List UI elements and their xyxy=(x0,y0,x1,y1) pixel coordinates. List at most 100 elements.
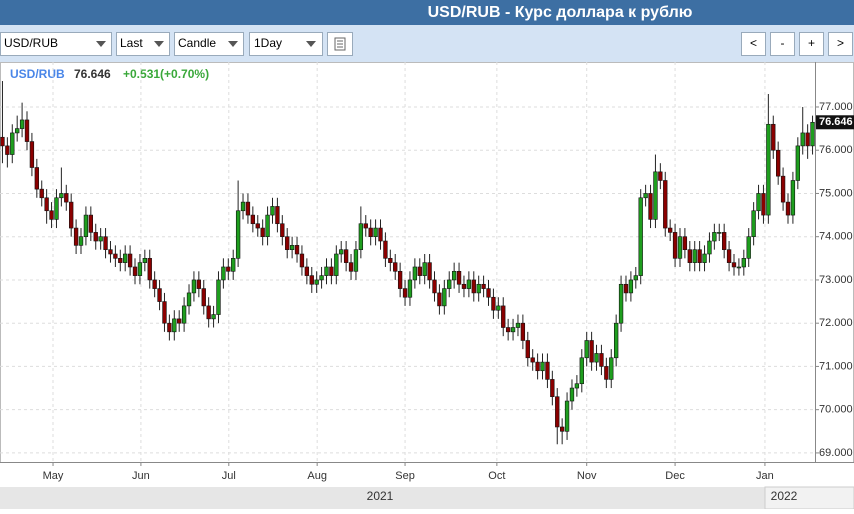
candle-body xyxy=(726,249,732,263)
candle-body xyxy=(368,227,373,238)
icon xyxy=(334,37,346,51)
candle-body xyxy=(167,322,172,333)
candle-body xyxy=(722,232,727,250)
candle-body xyxy=(447,279,452,289)
candle-body xyxy=(589,340,594,363)
candle-body xyxy=(648,193,653,220)
candle-body xyxy=(402,288,408,298)
select-text: 1Day xyxy=(254,36,282,50)
select-box xyxy=(0,32,112,56)
x-tick-label: Jan xyxy=(756,470,774,482)
candle-body xyxy=(491,296,496,311)
candle-body xyxy=(677,236,683,259)
candle-body xyxy=(687,249,692,263)
candle-body xyxy=(682,236,688,250)
nav-button[interactable]: - xyxy=(770,32,795,56)
arrow xyxy=(154,41,164,47)
nav-button[interactable]: > xyxy=(828,32,853,56)
candle-body xyxy=(692,249,697,263)
candle-body xyxy=(191,279,197,294)
candle-body xyxy=(810,121,815,147)
candle-body xyxy=(623,283,629,294)
candle-body xyxy=(407,279,413,298)
candle-body xyxy=(594,353,599,363)
last-price-tag xyxy=(816,115,854,130)
candle-body xyxy=(800,132,805,147)
candle-body xyxy=(476,283,481,294)
candle-body xyxy=(10,132,15,155)
candle-body xyxy=(304,266,310,276)
candle-body xyxy=(15,128,20,134)
nav-button[interactable]: < xyxy=(741,32,766,56)
candle-body xyxy=(505,327,511,333)
candle-body xyxy=(24,119,30,142)
candle-body xyxy=(712,232,717,242)
candle-body xyxy=(397,270,403,289)
candle-body xyxy=(83,214,89,238)
candle-body xyxy=(707,240,712,255)
candle-body xyxy=(108,249,113,255)
candle-body xyxy=(280,223,285,238)
candle-body xyxy=(766,123,771,216)
settings-button[interactable] xyxy=(327,32,353,56)
candle-body xyxy=(206,305,211,320)
x-tick-label: Aug xyxy=(307,470,327,482)
candle-body xyxy=(142,258,147,263)
candle-body xyxy=(59,193,64,199)
candle-body xyxy=(697,249,702,263)
candle-body xyxy=(702,253,707,263)
candle-body xyxy=(466,279,472,289)
candle-body xyxy=(388,258,393,263)
candle-body xyxy=(540,361,545,372)
select-box xyxy=(116,32,170,56)
candle-body xyxy=(358,223,364,250)
candle-body xyxy=(653,171,658,220)
legend-symbol: USD/RUB xyxy=(10,67,65,81)
select-text: Candle xyxy=(178,36,216,50)
candle-body xyxy=(658,171,663,181)
candle-body xyxy=(5,145,10,155)
candle-body xyxy=(736,266,742,269)
candle-body xyxy=(196,279,202,289)
button-text: > xyxy=(837,36,844,50)
candle-body xyxy=(127,253,133,268)
nav-button[interactable]: + xyxy=(799,32,824,56)
legend-change: +0.531(+0.70%) xyxy=(123,67,209,81)
candle-body xyxy=(520,322,526,341)
candle-body xyxy=(432,279,437,294)
candle-body xyxy=(383,240,388,259)
candle-body xyxy=(34,167,39,190)
candle-body xyxy=(643,193,648,199)
candle-body xyxy=(393,262,398,272)
candle-body xyxy=(93,232,98,242)
candle-body xyxy=(19,119,25,129)
candle-body xyxy=(113,253,118,259)
candle-body xyxy=(186,292,192,307)
select-text: Last xyxy=(120,36,143,50)
x-tick-label: May xyxy=(43,470,64,482)
symbol-select[interactable]: USD/RUB xyxy=(0,32,112,56)
candle-body xyxy=(88,214,93,233)
candle-body xyxy=(717,232,722,234)
y-tick-label: 77.000 xyxy=(819,101,853,113)
candle-body xyxy=(265,214,270,238)
price-select[interactable]: Last xyxy=(116,32,170,56)
style-select[interactable]: Candle xyxy=(174,32,244,56)
candle-body xyxy=(69,201,74,229)
y-tick-label: 69.000 xyxy=(819,447,853,459)
candle-body xyxy=(373,227,378,238)
y-tick-label: 72.000 xyxy=(819,317,853,329)
candle-body xyxy=(663,180,668,229)
year-band xyxy=(0,487,854,509)
candle-body xyxy=(319,275,324,281)
candle-body xyxy=(211,314,216,320)
candle-body xyxy=(628,279,634,294)
x-tick-label: Jun xyxy=(132,470,150,482)
candle-body xyxy=(44,197,49,212)
candle-body xyxy=(0,136,5,147)
x-tick-label: Jul xyxy=(222,470,236,482)
interval-select[interactable]: 1Day xyxy=(249,32,323,56)
candle-body xyxy=(751,210,756,238)
last-price-label: 76.646 xyxy=(819,116,853,128)
candle-body xyxy=(275,206,280,225)
